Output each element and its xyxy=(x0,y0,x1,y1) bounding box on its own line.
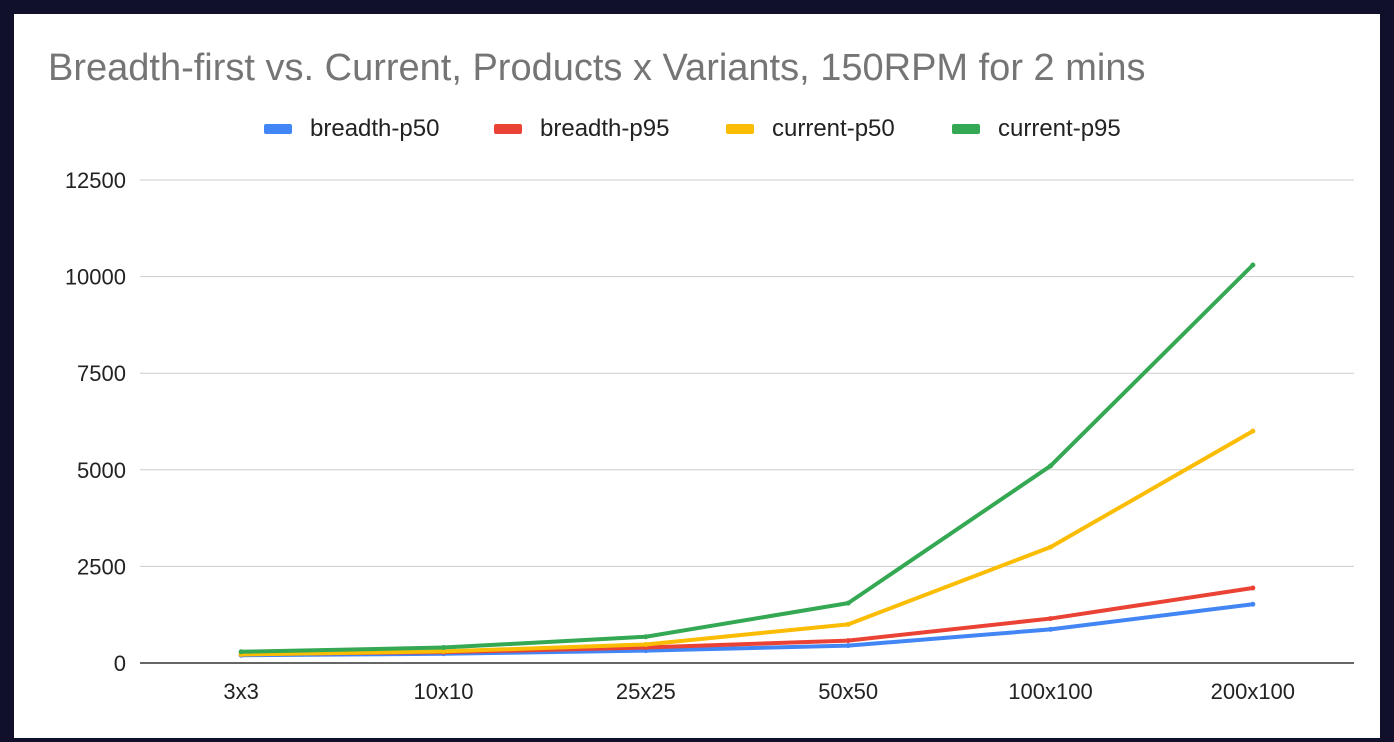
x-tick-label: 50x50 xyxy=(818,679,878,704)
legend-swatch-current-p50 xyxy=(726,124,754,134)
chart-card: Breadth-first vs. Current, Products x Va… xyxy=(14,14,1380,738)
data-point-current-p50-10x10[interactable] xyxy=(441,648,446,654)
data-point-current-p95-25x25[interactable] xyxy=(643,634,649,640)
y-tick-label: 10000 xyxy=(65,265,126,290)
legend-label-current-p50: current-p50 xyxy=(772,115,895,142)
data-point-current-p95-10x10[interactable] xyxy=(441,645,446,651)
data-point-current-p95-200x100[interactable] xyxy=(1250,262,1256,268)
series-line-current-p95[interactable] xyxy=(239,263,1255,654)
data-point-current-p50-200x100[interactable] xyxy=(1250,428,1256,434)
chart-title: Breadth-first vs. Current, Products x Va… xyxy=(48,47,1146,89)
data-point-breadth-p50-50x50[interactable] xyxy=(845,643,851,649)
x-tick-label: 25x25 xyxy=(616,679,676,704)
data-point-current-p50-100x100[interactable] xyxy=(1048,544,1053,550)
y-tick-label: 0 xyxy=(114,651,126,676)
data-point-current-p50-25x25[interactable] xyxy=(643,641,649,647)
legend-item-current-p50[interactable]: current-p50 xyxy=(726,112,895,146)
data-point-breadth-p50-200x100[interactable] xyxy=(1250,601,1256,607)
data-point-current-p50-50x50[interactable] xyxy=(845,621,851,627)
data-point-breadth-p95-100x100[interactable] xyxy=(1048,616,1053,622)
line-chart: 0 2500 5000 7500 10000 12500 3x3 10x10 25x25 50x5… xyxy=(65,168,1354,704)
chart-legend: breadth-p50 breadth-p95 current-p50 curr… xyxy=(14,112,1380,146)
series-line-current-p50[interactable] xyxy=(239,429,1255,657)
x-tick-label: 200x100 xyxy=(1211,679,1295,704)
data-point-current-p95-3x3[interactable] xyxy=(238,649,244,655)
legend-item-breadth-p50[interactable]: breadth-p50 xyxy=(264,112,439,146)
legend-swatch-breadth-p50 xyxy=(264,124,292,134)
data-point-breadth-p50-100x100[interactable] xyxy=(1048,626,1053,632)
x-tick-label: 3x3 xyxy=(223,679,258,704)
legend-swatch-current-p95 xyxy=(952,124,980,134)
data-point-breadth-p95-200x100[interactable] xyxy=(1250,585,1256,591)
legend-label-breadth-p50: breadth-p50 xyxy=(310,115,440,142)
x-tick-label: 10x10 xyxy=(414,679,474,704)
legend-item-breadth-p95[interactable]: breadth-p95 xyxy=(494,112,669,146)
y-tick-label: 2500 xyxy=(77,554,126,579)
y-tick-label: 7500 xyxy=(77,361,126,386)
legend-swatch-breadth-p95 xyxy=(494,124,522,134)
legend-item-current-p95[interactable]: current-p95 xyxy=(952,112,1121,146)
data-point-breadth-p95-50x50[interactable] xyxy=(845,638,851,644)
data-point-current-p95-50x50[interactable] xyxy=(845,600,851,606)
y-tick-label: 5000 xyxy=(77,458,126,483)
legend-label-current-p95: current-p95 xyxy=(998,115,1121,142)
y-tick-label: 12500 xyxy=(65,168,126,193)
data-point-current-p95-100x100[interactable] xyxy=(1048,463,1053,469)
legend-label-breadth-p95: breadth-p95 xyxy=(540,115,670,142)
x-tick-label: 100x100 xyxy=(1008,679,1092,704)
